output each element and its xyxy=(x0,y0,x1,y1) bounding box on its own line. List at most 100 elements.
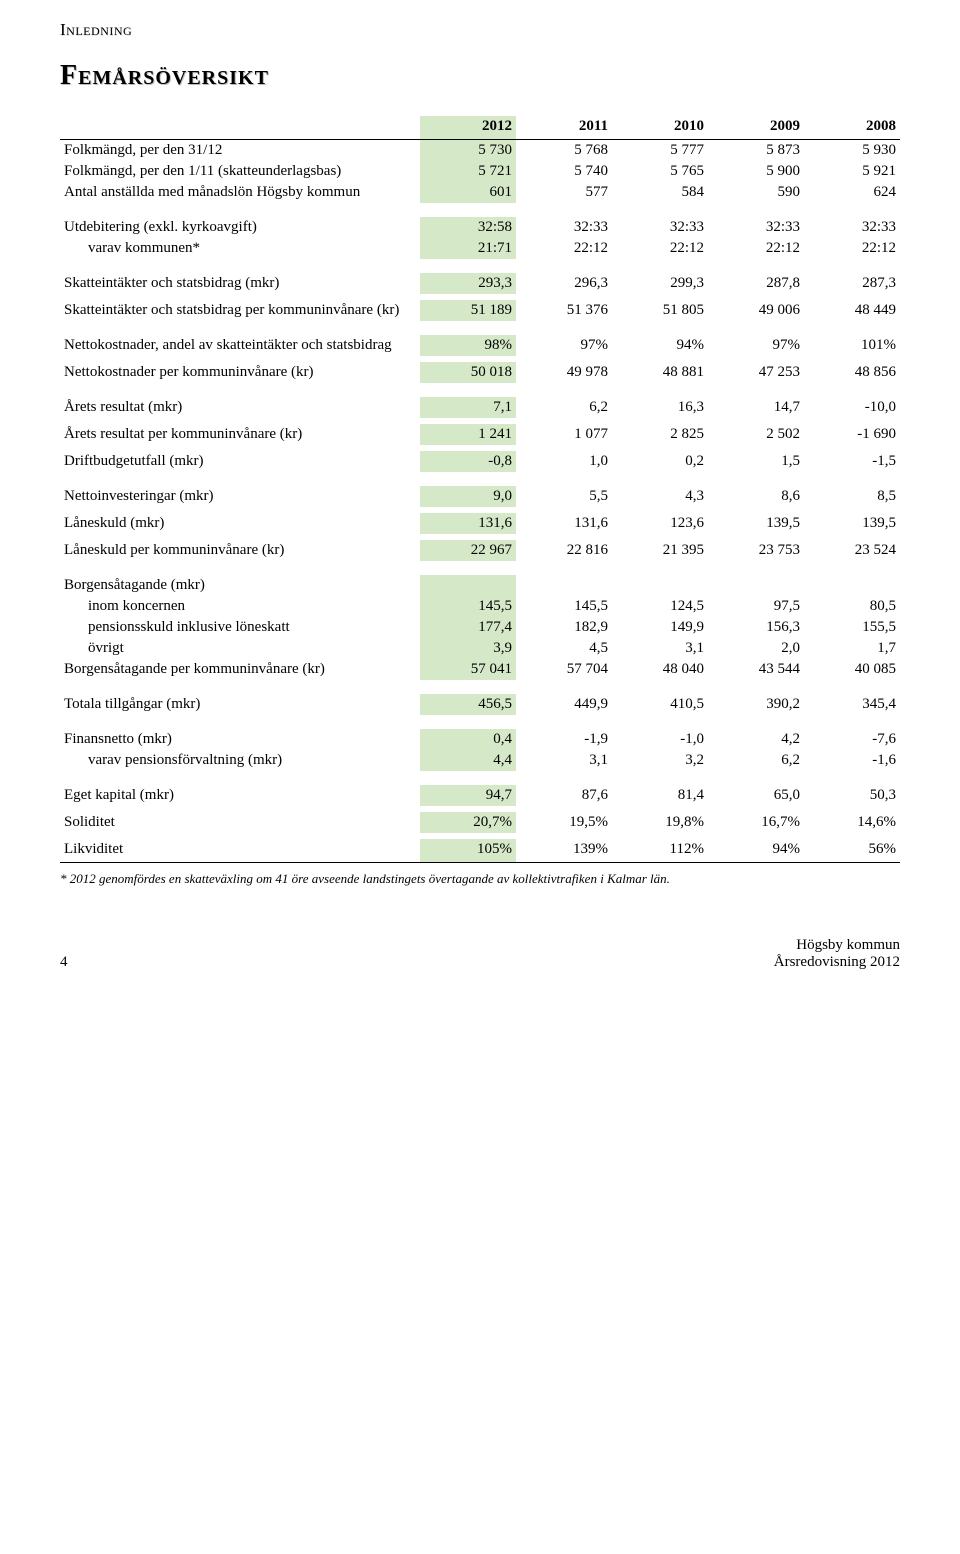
cell-value: 1 241 xyxy=(420,424,516,445)
cell-value: -7,6 xyxy=(804,729,900,750)
overview-table: 2012 2011 2010 2009 2008 Folkmängd, per … xyxy=(60,116,900,863)
cell-value: 5 768 xyxy=(516,140,612,162)
cell-value: 22 816 xyxy=(516,540,612,561)
cell-value: 80,5 xyxy=(804,596,900,617)
cell-value: 97% xyxy=(708,335,804,356)
cell-value: 6,2 xyxy=(708,750,804,771)
cell-value: 182,9 xyxy=(516,617,612,638)
table-row: Likviditet105%139%112%94%56% xyxy=(60,839,900,863)
table-row: pensionsskuld inklusive löneskatt177,418… xyxy=(60,617,900,638)
cell-value: 2 502 xyxy=(708,424,804,445)
cell-value: 14,6% xyxy=(804,812,900,833)
cell-value: 139,5 xyxy=(804,513,900,534)
cell-value: 22:12 xyxy=(804,238,900,259)
cell-value: 590 xyxy=(708,182,804,203)
cell-value: 22 967 xyxy=(420,540,516,561)
header-blank xyxy=(60,116,420,140)
cell-value: 23 524 xyxy=(804,540,900,561)
cell-value: 21 395 xyxy=(612,540,708,561)
table-row: inom koncernen145,5145,5124,597,580,5 xyxy=(60,596,900,617)
cell-value: 0,4 xyxy=(420,729,516,750)
footnote: * 2012 genomfördes en skatteväxling om 4… xyxy=(60,871,900,887)
cell-value: 124,5 xyxy=(612,596,708,617)
table-row xyxy=(60,383,900,397)
table-row xyxy=(60,259,900,273)
row-label: Driftbudgetutfall (mkr) xyxy=(60,451,420,472)
cell-value: 5 930 xyxy=(804,140,900,162)
table-row: Årets resultat (mkr)7,16,216,314,7-10,0 xyxy=(60,397,900,418)
cell-value: 584 xyxy=(612,182,708,203)
cell-value: 94% xyxy=(612,335,708,356)
cell-value: 5 730 xyxy=(420,140,516,162)
page-container: Inledning Femårsöversikt 2012 2011 2010 … xyxy=(0,0,960,1001)
cell-value: 94,7 xyxy=(420,785,516,806)
header-year: 2008 xyxy=(804,116,900,140)
header-year: 2011 xyxy=(516,116,612,140)
table-row: varav kommunen*21:7122:1222:1222:1222:12 xyxy=(60,238,900,259)
row-label: inom koncernen xyxy=(60,596,420,617)
cell-value: 1 077 xyxy=(516,424,612,445)
row-label: Skatteintäkter och statsbidrag per kommu… xyxy=(60,300,420,321)
cell-value: 5 921 xyxy=(804,161,900,182)
cell-value: -10,0 xyxy=(804,397,900,418)
cell-value: 2 825 xyxy=(612,424,708,445)
cell-value xyxy=(804,575,900,596)
cell-value: 87,6 xyxy=(516,785,612,806)
cell-value: 40 085 xyxy=(804,659,900,680)
cell-value: 5 777 xyxy=(612,140,708,162)
cell-value: 287,8 xyxy=(708,273,804,294)
cell-value: 22:12 xyxy=(708,238,804,259)
cell-value: 5 873 xyxy=(708,140,804,162)
table-row: Nettokostnader, andel av skatteintäkter … xyxy=(60,335,900,356)
cell-value: 57 041 xyxy=(420,659,516,680)
cell-value: 16,7% xyxy=(708,812,804,833)
header-year: 2012 xyxy=(420,116,516,140)
cell-value: 410,5 xyxy=(612,694,708,715)
table-row: Borgensåtagande (mkr) xyxy=(60,575,900,596)
cell-value: 299,3 xyxy=(612,273,708,294)
cell-value: 51 189 xyxy=(420,300,516,321)
cell-value: 49 006 xyxy=(708,300,804,321)
row-label: Folkmängd, per den 31/12 xyxy=(60,140,420,162)
cell-value: 177,4 xyxy=(420,617,516,638)
cell-value: 345,4 xyxy=(804,694,900,715)
cell-value: 32:33 xyxy=(516,217,612,238)
row-label: övrigt xyxy=(60,638,420,659)
header-year: 2010 xyxy=(612,116,708,140)
cell-value: 3,2 xyxy=(612,750,708,771)
cell-value: -1,6 xyxy=(804,750,900,771)
cell-value: 57 704 xyxy=(516,659,612,680)
cell-value: 123,6 xyxy=(612,513,708,534)
cell-value: 601 xyxy=(420,182,516,203)
cell-value: 56% xyxy=(804,839,900,863)
cell-value: 293,3 xyxy=(420,273,516,294)
table-row xyxy=(60,561,900,575)
table-row: Folkmängd, per den 31/125 7305 7685 7775… xyxy=(60,140,900,162)
header-year: 2009 xyxy=(708,116,804,140)
table-row: Driftbudgetutfall (mkr)-0,81,00,21,5-1,5 xyxy=(60,451,900,472)
cell-value: 5 740 xyxy=(516,161,612,182)
cell-value: 97% xyxy=(516,335,612,356)
row-label: Borgensåtagande (mkr) xyxy=(60,575,420,596)
table-row: varav pensionsförvaltning (mkr)4,43,13,2… xyxy=(60,750,900,771)
cell-value: 3,9 xyxy=(420,638,516,659)
table-row: Årets resultat per kommuninvånare (kr)1 … xyxy=(60,424,900,445)
cell-value: 105% xyxy=(420,839,516,863)
table-row: Finansnetto (mkr)0,4-1,9-1,04,2-7,6 xyxy=(60,729,900,750)
cell-value: 139,5 xyxy=(708,513,804,534)
cell-value: 156,3 xyxy=(708,617,804,638)
row-label: Nettokostnader, andel av skatteintäkter … xyxy=(60,335,420,356)
row-label: Utdebitering (exkl. kyrkoavgift) xyxy=(60,217,420,238)
cell-value: 97,5 xyxy=(708,596,804,617)
table-row: övrigt3,94,53,12,01,7 xyxy=(60,638,900,659)
row-label: Årets resultat per kommuninvånare (kr) xyxy=(60,424,420,445)
cell-value: 5 765 xyxy=(612,161,708,182)
cell-value: 155,5 xyxy=(804,617,900,638)
row-label: Likviditet xyxy=(60,839,420,863)
cell-value: 3,1 xyxy=(612,638,708,659)
table-row: Skatteintäkter och statsbidrag (mkr)293,… xyxy=(60,273,900,294)
cell-value: 48 040 xyxy=(612,659,708,680)
cell-value: 32:33 xyxy=(804,217,900,238)
cell-value: 4,2 xyxy=(708,729,804,750)
row-label: Antal anställda med månadslön Högsby kom… xyxy=(60,182,420,203)
